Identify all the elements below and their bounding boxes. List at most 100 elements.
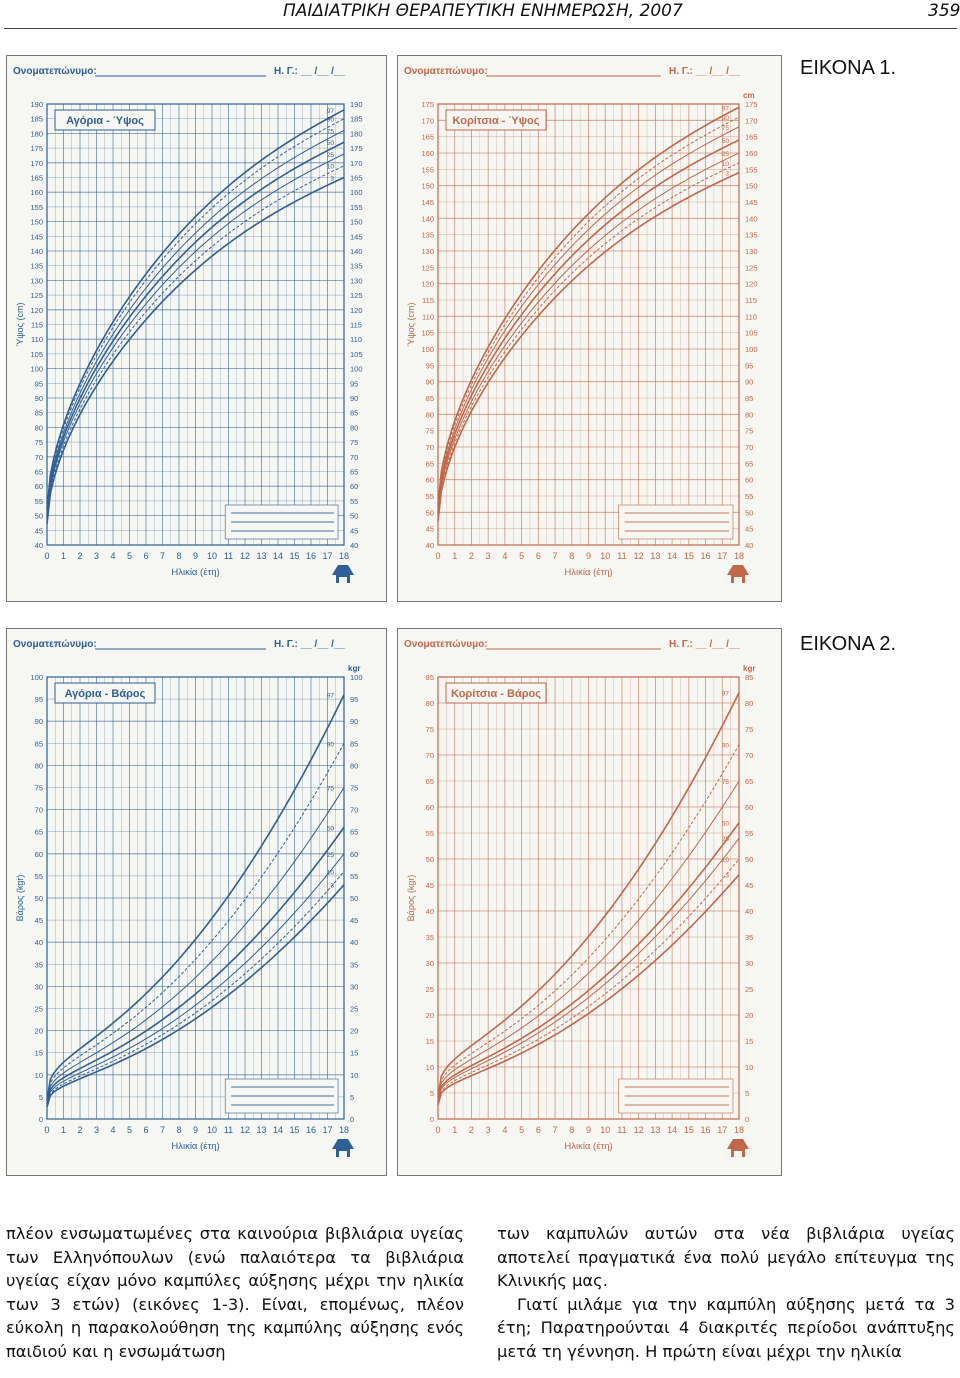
y-tick-label-right: 55: [745, 829, 753, 838]
x-tick-label: 14: [667, 551, 677, 561]
figure-1-label: ΕΙΚΟΝΑ 1.: [800, 57, 897, 79]
x-tick-label: 8: [176, 551, 181, 561]
chart-title: Κορίτσια - Ύψος: [453, 115, 540, 127]
x-tick-label: 0: [435, 551, 440, 561]
y-tick-label-right: 155: [745, 165, 758, 174]
x-axis-label: Ηλικία (έτη): [171, 567, 219, 578]
y-tick-label: 70: [426, 751, 434, 760]
x-tick-label: 18: [339, 1125, 349, 1135]
y-tick-label-right: 60: [745, 803, 753, 812]
x-tick-label: 7: [160, 551, 165, 561]
percentile-label: 3: [330, 176, 334, 183]
y-tick-label-right: 85: [350, 739, 358, 748]
y-tick-label-right: 135: [745, 231, 758, 240]
y-tick-label-right: 165: [350, 174, 363, 183]
name-field-label: Ονοματεπώνυμο:: [13, 639, 97, 650]
y-tick-label-right: 70: [745, 443, 753, 452]
y-tick-label-right: 50: [745, 508, 753, 517]
y-tick-label: 0: [39, 1115, 43, 1124]
y-tick-label: 35: [35, 960, 43, 969]
x-tick-label: 14: [273, 551, 283, 561]
paragraph: Γιατί μιλάμε για την καμπύλη αύξησης μετ…: [497, 1294, 955, 1361]
y-tick-label-right: 50: [350, 894, 358, 903]
y-tick-label-right: 190: [350, 100, 363, 109]
page-number: 359: [928, 1, 960, 21]
x-tick-label: 0: [44, 551, 49, 561]
y-tick-label: 115: [31, 321, 43, 330]
y-tick-label-right: 80: [745, 699, 753, 708]
x-tick-label: 11: [617, 1125, 626, 1135]
growth-chart-boys-weight: Ονοματεπώνυμο: Η. Γ.: __ /__ /__ 0 0 5 5 10 10 1…: [6, 628, 387, 1176]
body-column-right: των καμπυλών αυτών στα νέα βιβλιάρια υγε…: [497, 1222, 955, 1363]
paragraph: των καμπυλών αυτών στα νέα βιβλιάρια υγε…: [497, 1224, 955, 1290]
y-tick-label: 160: [30, 188, 43, 197]
y-tick-label: 85: [35, 739, 43, 748]
y-tick-label-right: 60: [350, 482, 358, 491]
y-tick-label: 150: [421, 182, 434, 191]
y-tick-label-right: 120: [745, 280, 758, 289]
y-tick-label-right: 140: [350, 247, 363, 256]
percentile-label: 3: [330, 883, 334, 890]
x-tick-label: 9: [193, 551, 198, 561]
x-tick-label: 16: [701, 551, 711, 561]
dob-field-label: Η. Γ.: __ /__ /__: [274, 66, 345, 77]
y-tick-label-right: 15: [745, 1037, 753, 1046]
y-tick-label-right: 100: [350, 673, 363, 682]
y-tick-label: 160: [421, 149, 434, 158]
y-tick-label-right: 100: [350, 365, 363, 374]
y-tick-label: 80: [35, 423, 43, 432]
y-tick-label: 20: [426, 1011, 434, 1020]
y-tick-label-right: 145: [745, 198, 758, 207]
x-tick-label: 17: [322, 551, 332, 561]
y-tick-label-right: 45: [350, 526, 358, 535]
y-tick-label-right: 10: [745, 1063, 753, 1072]
y-tick-label-right: 40: [745, 541, 753, 550]
chart-grid: [46, 676, 345, 1120]
x-tick-label: 5: [519, 551, 524, 561]
y-tick-label: 35: [426, 933, 434, 942]
name-field-label: Ονοματεπώνυμο:: [404, 639, 488, 650]
y-tick-label: 145: [30, 232, 43, 241]
x-tick-label: 3: [94, 551, 99, 561]
x-tick-label: 7: [160, 1125, 165, 1135]
y-tick-label-right: 175: [745, 100, 758, 109]
x-tick-label: 2: [469, 551, 474, 561]
y-tick-label: 15: [35, 1049, 43, 1058]
x-tick-label: 6: [143, 1125, 148, 1135]
percentile-label: 25: [722, 836, 730, 843]
percentile-curve: [437, 126, 740, 512]
x-tick-label: 4: [110, 551, 115, 561]
y-tick-label-right: 85: [350, 409, 358, 418]
y-tick-label: 180: [30, 129, 43, 138]
paragraph: πλέον ενσωματωμένες στα καινούρια βιβλιά…: [6, 1224, 464, 1361]
unit-label: cm: [743, 91, 755, 100]
header-rule: [4, 28, 957, 29]
x-tick-label: 4: [502, 551, 507, 561]
x-tick-label: 5: [127, 1125, 132, 1135]
percentile-label: 10: [327, 869, 335, 876]
y-tick-label-right: 20: [745, 1011, 753, 1020]
y-tick-label-right: 150: [745, 182, 758, 191]
y-tick-label-right: 105: [350, 350, 363, 359]
x-tick-label: 10: [600, 1125, 610, 1135]
publisher-logo-icon: [727, 565, 749, 583]
y-tick-label-right: 75: [745, 725, 753, 734]
plot-frame: [437, 103, 740, 546]
x-tick-label: 3: [486, 551, 491, 561]
y-tick-label: 70: [426, 443, 434, 452]
y-tick-label-right: 150: [350, 218, 363, 227]
y-tick-label-right: 35: [745, 933, 753, 942]
x-tick-label: 13: [256, 551, 266, 561]
x-tick-label: 9: [586, 1125, 591, 1135]
y-tick-label: 25: [426, 985, 434, 994]
y-tick-label: 30: [426, 959, 434, 968]
y-tick-label-right: 125: [350, 291, 363, 300]
y-tick-label: 125: [421, 263, 434, 272]
percentile-curve: [437, 106, 740, 506]
y-tick-label: 40: [426, 907, 434, 916]
x-tick-label: 17: [717, 551, 727, 561]
y-tick-label: 15: [426, 1037, 434, 1046]
y-tick-label: 75: [35, 438, 43, 447]
y-tick-label: 40: [35, 541, 43, 550]
y-tick-label-right: 65: [745, 459, 753, 468]
